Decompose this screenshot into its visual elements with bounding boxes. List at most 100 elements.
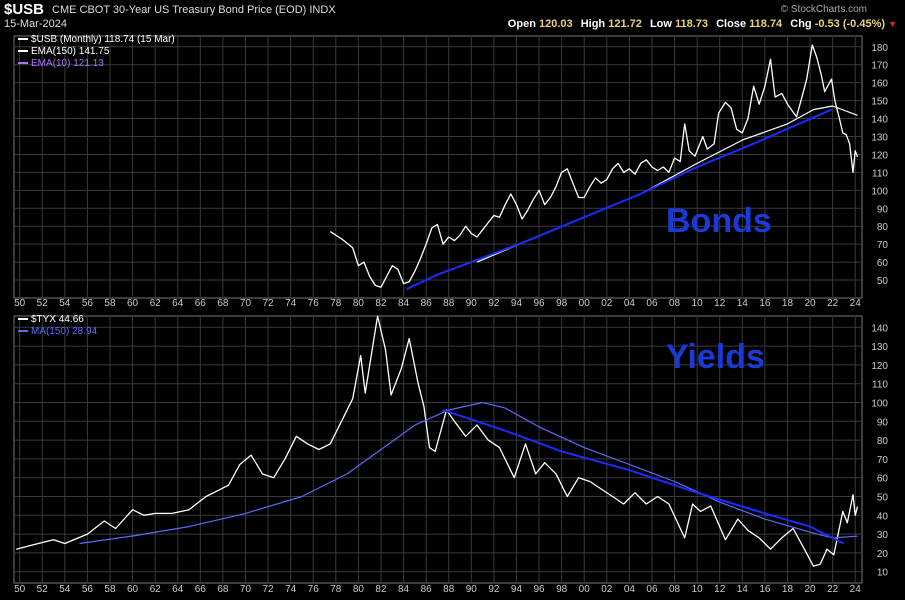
x-tick-label: 10 [692,584,704,595]
overlay-label: Yields [666,338,765,376]
x-tick-label: 84 [398,584,410,595]
x-tick-label: 86 [421,584,433,595]
chart-date: 15-Mar-2024 [4,18,67,30]
y-tick-label: 40 [877,511,889,522]
legend-entry: $TYX 44.66 [31,314,84,325]
x-tick-label: 64 [172,584,184,595]
x-tick-label: 94 [511,298,523,309]
x-tick-label: 60 [127,584,139,595]
x-tick-label: 68 [217,298,229,309]
x-tick-label: 04 [624,298,636,309]
x-tick-label: 78 [330,298,342,309]
y-tick-label: 90 [877,204,889,215]
x-tick-label: 88 [443,584,455,595]
x-tick-label: 16 [759,584,771,595]
x-tick-label: 98 [556,584,568,595]
x-tick-label: 64 [172,298,184,309]
panel-frame [13,35,863,299]
x-tick-label: 96 [533,584,545,595]
x-tick-label: 76 [308,298,320,309]
x-tick-label: 20 [804,584,816,595]
y-tick-label: 10 [877,568,889,579]
x-tick-label: 72 [262,584,274,595]
x-tick-label: 84 [398,298,410,309]
x-tick-label: 72 [262,298,274,309]
x-tick-label: 86 [421,298,433,309]
series-line-trend [442,409,845,545]
x-tick-label: 22 [827,298,839,309]
x-tick-label: 00 [579,584,591,595]
x-tick-label: 02 [601,298,613,309]
x-tick-label: 14 [737,584,749,595]
x-tick-label: 08 [669,584,681,595]
x-tick-label: 88 [443,298,455,309]
y-tick-label: 110 [872,168,888,179]
down-triangle-icon: ▼ [888,19,897,29]
x-tick-label: 80 [353,584,365,595]
ohlc-readout: Open 120.03 High 121.72 Low 118.73 Close… [507,18,897,30]
y-tick-label: 170 [871,61,888,72]
x-tick-label: 70 [240,584,252,595]
y-tick-label: 130 [871,132,888,143]
x-tick-label: 68 [217,584,229,595]
y-tick-label: 80 [877,222,889,233]
x-tick-label: 82 [375,584,387,595]
x-tick-label: 78 [330,584,342,595]
x-tick-label: 18 [782,584,794,595]
x-tick-label: 24 [850,584,862,595]
x-tick-label: 56 [82,584,94,595]
y-tick-label: 140 [871,115,888,126]
x-tick-label: 58 [104,584,116,595]
y-tick-label: 90 [877,417,889,428]
x-tick-label: 80 [353,298,365,309]
symbol: $USB [4,1,45,18]
y-tick-label: 70 [877,240,889,251]
x-tick-label: 92 [488,584,500,595]
brand-logo[interactable]: © StockCharts.com [780,4,867,15]
y-tick-label: 30 [877,530,889,541]
description: CME CBOT 30-Year US Treasury Bond Price … [52,4,336,16]
y-tick-label: 50 [877,276,889,287]
x-tick-label: 12 [714,298,726,309]
y-tick-label: 100 [871,186,888,197]
x-tick-label: 52 [37,298,49,309]
x-tick-label: 50 [14,298,26,309]
x-tick-label: 00 [579,298,591,309]
x-tick-label: 02 [601,584,613,595]
series-line-ma-150- [79,401,858,545]
chart-header: $USB CME CBOT 30-Year US Treasury Bond P… [0,0,905,32]
legend-entry: $USB (Monthly) 118.74 (15 Mar) [31,34,175,45]
x-tick-label: 18 [782,298,794,309]
legend-entry: MA(150) 28.94 [31,326,98,337]
x-tick-label: 58 [104,298,116,309]
x-tick-label: 52 [37,584,49,595]
x-tick-label: 76 [308,584,320,595]
y-tick-label: 120 [871,361,888,372]
x-tick-label: 98 [556,298,568,309]
x-tick-label: 62 [150,298,162,309]
y-tick-label: 160 [871,79,888,90]
x-tick-label: 56 [82,298,94,309]
overlay-label: Bonds [666,202,772,240]
x-tick-label: 66 [195,298,207,309]
y-tick-label: 120 [871,150,888,161]
y-tick-label: 180 [871,43,888,54]
y-tick-label: 70 [877,455,889,466]
x-tick-label: 90 [466,584,478,595]
x-tick-label: 82 [375,298,387,309]
panel-top: 50 52 54 56 58 60 62 64 66 68 70 72 74 76 78 80 82 84 86 88… [13,34,889,309]
x-tick-label: 70 [240,298,252,309]
x-tick-label: 54 [59,298,71,309]
x-tick-label: 20 [804,298,816,309]
y-tick-label: 60 [877,474,889,485]
x-tick-label: 54 [59,584,71,595]
x-tick-label: 90 [466,298,478,309]
x-tick-label: 04 [624,584,636,595]
x-tick-label: 06 [646,298,658,309]
x-tick-label: 96 [533,298,545,309]
legend-entry: EMA(10) 121.13 [31,58,104,69]
x-tick-label: 62 [150,584,162,595]
legend-entry: EMA(150) 141.75 [31,46,110,57]
x-tick-label: 16 [759,298,771,309]
